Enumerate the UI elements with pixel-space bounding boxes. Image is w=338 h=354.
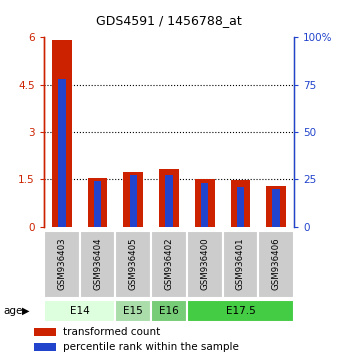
Text: transformed count: transformed count (63, 327, 160, 337)
Bar (195, 178, 215, 227)
Bar (34, 343, 56, 351)
Bar (165, 176, 173, 227)
Bar (231, 180, 250, 227)
Text: GSM936405: GSM936405 (129, 237, 138, 290)
Bar (52, 40, 72, 227)
Bar (58, 79, 66, 227)
Text: GSM936402: GSM936402 (165, 237, 173, 290)
Bar (272, 189, 280, 227)
Bar (88, 178, 107, 227)
Bar (266, 186, 286, 227)
Text: E14: E14 (70, 306, 90, 316)
Text: ▶: ▶ (22, 306, 29, 316)
Bar (94, 181, 101, 227)
Bar (187, 231, 223, 298)
Bar (237, 187, 244, 227)
Bar (201, 183, 209, 227)
Bar (129, 176, 137, 227)
Text: GSM936406: GSM936406 (272, 237, 281, 290)
Text: E15: E15 (123, 306, 143, 316)
Bar (115, 231, 151, 298)
Text: age: age (3, 306, 23, 316)
Text: percentile rank within the sample: percentile rank within the sample (63, 342, 238, 352)
Text: GSM936400: GSM936400 (200, 237, 209, 290)
Bar (187, 299, 294, 322)
Text: E16: E16 (159, 306, 179, 316)
Text: GSM936403: GSM936403 (57, 237, 66, 290)
Bar (34, 328, 56, 336)
Bar (123, 172, 143, 227)
Bar (115, 299, 151, 322)
Bar (80, 231, 115, 298)
Bar (159, 169, 179, 227)
Text: E17.5: E17.5 (225, 306, 255, 316)
Bar (223, 231, 258, 298)
Bar (44, 231, 80, 298)
Text: GSM936401: GSM936401 (236, 237, 245, 290)
Bar (44, 299, 115, 322)
Text: GDS4591 / 1456788_at: GDS4591 / 1456788_at (96, 13, 242, 27)
Bar (151, 299, 187, 322)
Bar (258, 231, 294, 298)
Bar (151, 231, 187, 298)
Text: GSM936404: GSM936404 (93, 237, 102, 290)
